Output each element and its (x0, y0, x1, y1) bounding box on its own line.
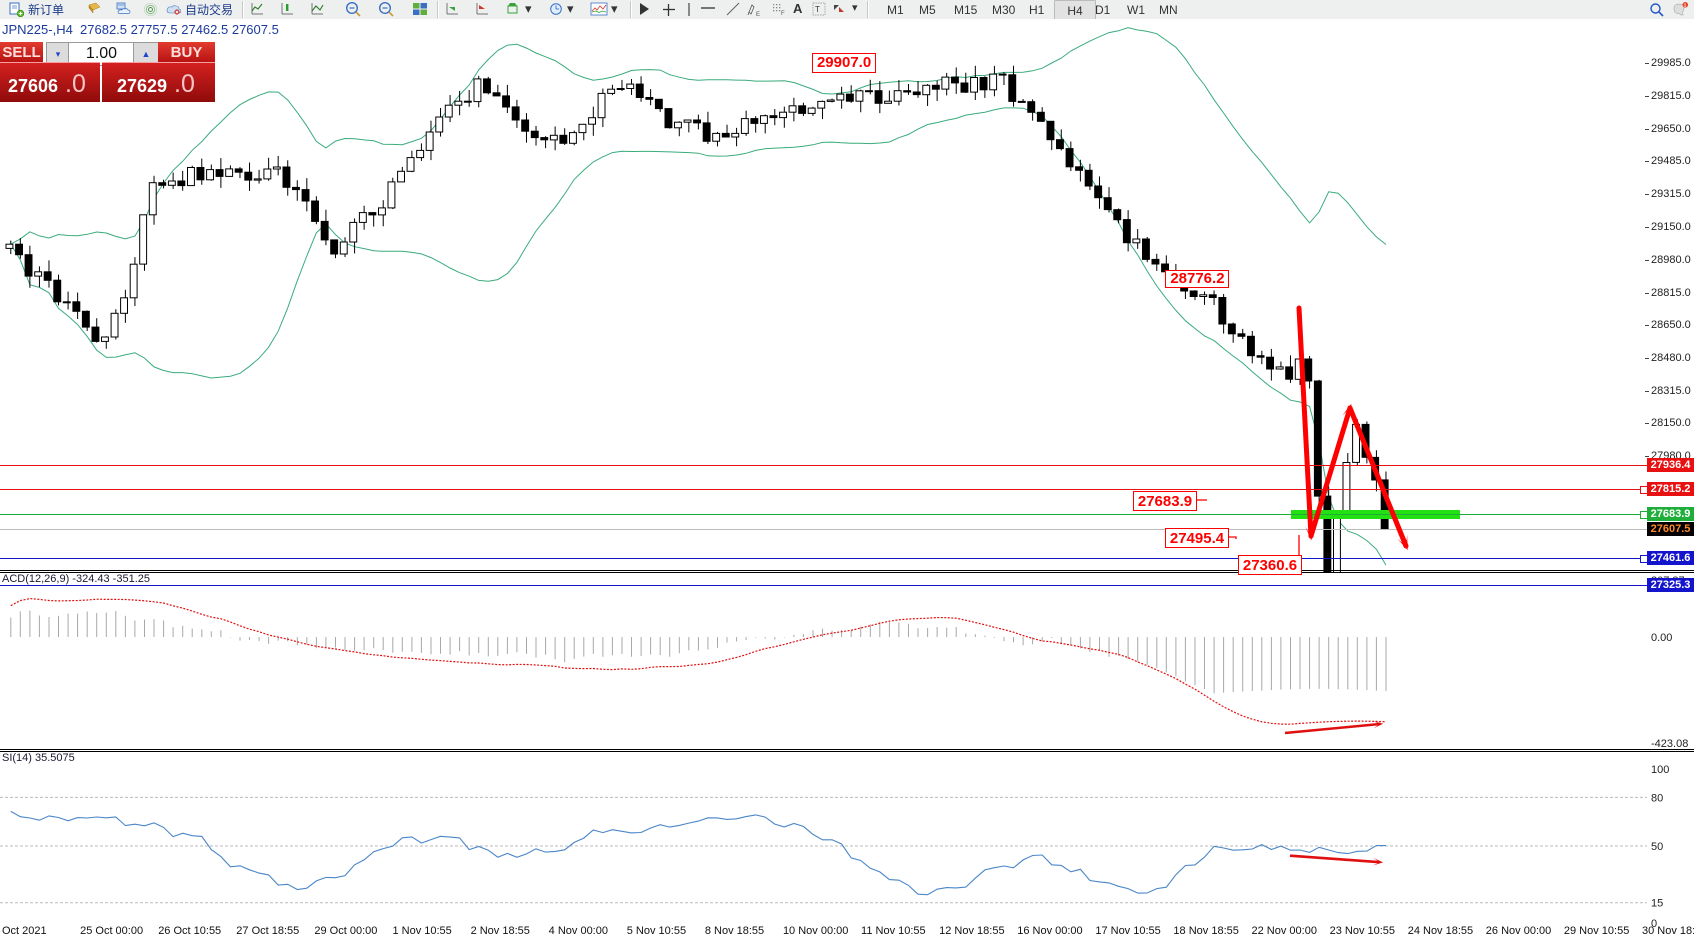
svg-text:0.00: 0.00 (1651, 632, 1672, 644)
svg-text:SI(14) 35.5075: SI(14) 35.5075 (2, 752, 75, 764)
svg-text:80: 80 (1651, 792, 1663, 804)
svg-text:15: 15 (1651, 898, 1663, 910)
svg-text:E: E (756, 12, 760, 17)
svg-text:ACD(12,26,9) -324.43 -351.25: ACD(12,26,9) -324.43 -351.25 (2, 573, 150, 585)
svg-text:F: F (781, 11, 785, 15)
svg-text:50: 50 (1651, 841, 1663, 853)
svg-text:T: T (815, 5, 820, 14)
svg-text:100: 100 (1651, 764, 1669, 776)
